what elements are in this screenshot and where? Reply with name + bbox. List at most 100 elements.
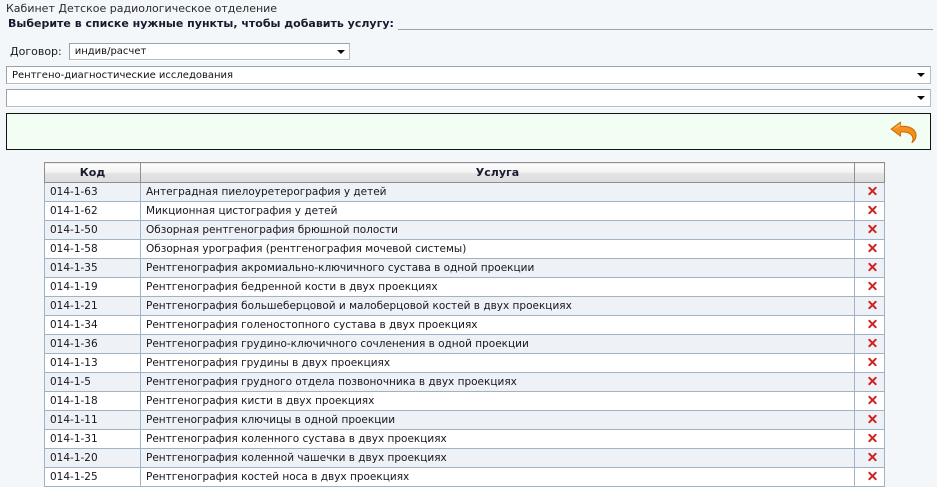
delete-x-icon[interactable] <box>867 414 878 425</box>
cell-actions <box>854 315 885 335</box>
delete-x-icon[interactable] <box>867 243 878 254</box>
table-row[interactable]: 014-1-35 Рентгенография акромиально-ключи… <box>44 258 885 278</box>
cell-actions <box>854 410 885 430</box>
cell-actions <box>854 372 885 392</box>
cell-service: Рентгенография голеностопного сустава в … <box>140 315 855 335</box>
cell-service: Рентгенография коленного сустава в двух … <box>140 429 855 449</box>
column-header-actions <box>854 162 885 183</box>
cell-actions <box>854 201 885 221</box>
delete-x-icon[interactable] <box>867 452 878 463</box>
table-row[interactable]: 014-1-36 Рентгенография грудино-ключичног… <box>44 334 885 354</box>
cell-actions <box>854 391 885 411</box>
cell-code: 014-1-18 <box>44 391 141 411</box>
cell-service: Рентгенография акромиально-ключичного су… <box>140 258 855 278</box>
contract-row: Договор: индив/расчет <box>6 42 931 61</box>
cell-code: 014-1-58 <box>44 239 141 259</box>
services-table-container: Код Услуга 014-1-63 Антеградная пиелоурет… <box>0 162 937 487</box>
cell-service: Рентгенография ключицы в одной проекции <box>140 410 855 430</box>
delete-x-icon[interactable] <box>867 471 878 482</box>
cell-code: 014-1-35 <box>44 258 141 278</box>
cell-service: Рентгенография грудного отдела позвоночн… <box>140 372 855 392</box>
cell-service: Рентгенография грудино-ключичного сочлен… <box>140 334 855 354</box>
delete-x-icon[interactable] <box>867 224 878 235</box>
cell-service: Рентгенография коленной чашечки в двух п… <box>140 448 855 468</box>
table-row[interactable]: 014-1-18 Рентгенография кисти в двух прое… <box>44 391 885 411</box>
cell-code: 014-1-63 <box>44 182 141 202</box>
undo-arrow-icon[interactable] <box>886 117 922 147</box>
instruction-text: Выберите в списке нужные пункты, чтобы д… <box>8 17 398 30</box>
column-header-service[interactable]: Услуга <box>140 162 855 183</box>
cell-code: 014-1-36 <box>44 334 141 354</box>
table-row[interactable]: 014-1-50 Обзорная рентгенография брюшной … <box>44 220 885 240</box>
cell-code: 014-1-13 <box>44 353 141 373</box>
table-row[interactable]: 014-1-34 Рентгенография голеностопного су… <box>44 315 885 335</box>
cell-service: Рентгенография большеберцовой и малоберц… <box>140 296 855 316</box>
cell-service: Рентгенография грудины в двух проекциях <box>140 353 855 373</box>
table-row[interactable]: 014-1-19 Рентгенография бедренной кости в… <box>44 277 885 297</box>
table-row[interactable]: 014-1-62 Микционная цистография у детей <box>44 201 885 221</box>
table-row[interactable]: 014-1-11 Рентгенография ключицы в одной п… <box>44 410 885 430</box>
cell-actions <box>854 258 885 278</box>
cell-code: 014-1-62 <box>44 201 141 221</box>
delete-x-icon[interactable] <box>867 357 878 368</box>
cell-actions <box>854 429 885 449</box>
cell-code: 014-1-19 <box>44 277 141 297</box>
table-row[interactable]: 014-1-31 Рентгенография коленного сустава… <box>44 429 885 449</box>
cell-actions <box>854 220 885 240</box>
selected-items-panel <box>6 113 931 150</box>
table-row[interactable]: 014-1-21 Рентгенография большеберцовой и … <box>44 296 885 316</box>
header-divider <box>8 29 933 30</box>
table-row[interactable]: 014-1-63 Антеградная пиелоуретерография у… <box>44 182 885 202</box>
chevron-down-icon[interactable] <box>912 73 930 77</box>
cell-service: Обзорная рентгенография брюшной полости <box>140 220 855 240</box>
cell-code: 014-1-25 <box>44 467 141 487</box>
app-title: Кабинет Детское радиологическое отделени… <box>6 2 278 15</box>
filters-panel: Договор: индив/расчет Рентгено-диагности… <box>0 42 937 107</box>
delete-x-icon[interactable] <box>867 338 878 349</box>
column-header-code[interactable]: Код <box>44 162 141 183</box>
contract-label: Договор: <box>10 45 62 58</box>
cell-actions <box>854 467 885 487</box>
table-row[interactable]: 014-1-25 Рентгенография костей носа в дву… <box>44 467 885 487</box>
table-row[interactable]: 014-1-58 Обзорная урография (рентгенограф… <box>44 239 885 259</box>
table-row[interactable]: 014-1-5 Рентгенография грудного отдела по… <box>44 372 885 392</box>
cell-actions <box>854 277 885 297</box>
cell-code: 014-1-5 <box>44 372 141 392</box>
cell-code: 014-1-20 <box>44 448 141 468</box>
delete-x-icon[interactable] <box>867 205 878 216</box>
services-table: Код Услуга 014-1-63 Антеградная пиелоурет… <box>44 162 885 487</box>
cell-service: Рентгенография кисти в двух проекциях <box>140 391 855 411</box>
service-select[interactable] <box>6 89 931 107</box>
cell-code: 014-1-31 <box>44 429 141 449</box>
table-row[interactable]: 014-1-13 Рентгенография грудины в двух пр… <box>44 353 885 373</box>
contract-select-value: индив/расчет <box>74 46 147 57</box>
cell-service: Обзорная урография (рентгенография мочев… <box>140 239 855 259</box>
cell-actions <box>854 334 885 354</box>
cell-actions <box>854 239 885 259</box>
cell-actions <box>854 296 885 316</box>
services-table-body: 014-1-63 Антеградная пиелоуретерография у… <box>44 182 885 487</box>
cell-actions <box>854 182 885 202</box>
delete-x-icon[interactable] <box>867 433 878 444</box>
instruction-bar: Выберите в списке нужные пункты, чтобы д… <box>0 15 937 33</box>
cell-service: Микционная цистография у детей <box>140 201 855 221</box>
chevron-down-icon[interactable] <box>912 96 930 100</box>
cell-code: 014-1-11 <box>44 410 141 430</box>
cell-service: Антеградная пиелоуретерография у детей <box>140 182 855 202</box>
category-select-value: Рентгено-диагностические исследования <box>12 69 234 81</box>
table-header-row: Код Услуга <box>44 162 885 183</box>
delete-x-icon[interactable] <box>867 319 878 330</box>
table-row[interactable]: 014-1-20 Рентгенография коленной чашечки … <box>44 448 885 468</box>
delete-x-icon[interactable] <box>867 300 878 311</box>
cell-code: 014-1-34 <box>44 315 141 335</box>
cell-actions <box>854 353 885 373</box>
contract-select[interactable]: индив/расчет <box>68 43 350 60</box>
delete-x-icon[interactable] <box>867 395 878 406</box>
category-select[interactable]: Рентгено-диагностические исследования <box>6 66 931 84</box>
delete-x-icon[interactable] <box>867 376 878 387</box>
delete-x-icon[interactable] <box>867 186 878 197</box>
delete-x-icon[interactable] <box>867 281 878 292</box>
chevron-down-icon[interactable] <box>333 49 349 54</box>
cell-service: Рентгенография бедренной кости в двух пр… <box>140 277 855 297</box>
delete-x-icon[interactable] <box>867 262 878 273</box>
